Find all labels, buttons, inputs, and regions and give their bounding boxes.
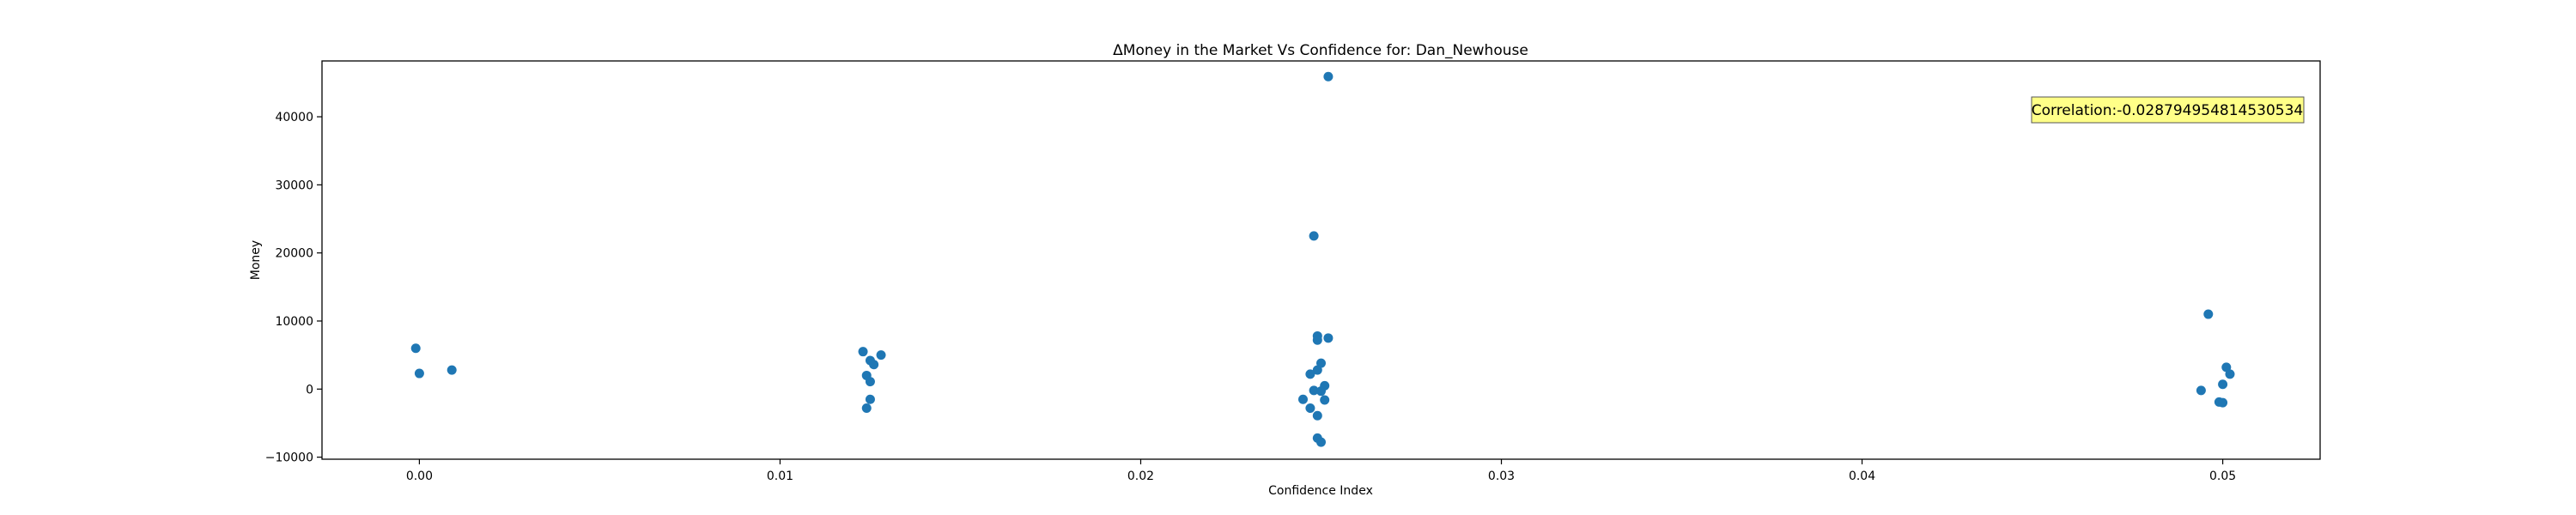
data-point	[1305, 369, 1315, 379]
x-tick-label: 0.01	[767, 470, 793, 483]
y-axis-label: Money	[249, 240, 263, 280]
data-point	[1316, 386, 1326, 397]
data-point	[1323, 71, 1334, 82]
y-tick-label: −10000	[265, 451, 313, 465]
y-axis: −10000 0 10000 20000 30000 40000	[265, 111, 322, 465]
data-point	[1312, 335, 1322, 345]
data-point	[2218, 379, 2228, 390]
y-tick-label: 30000	[275, 179, 313, 192]
data-point	[1312, 410, 1322, 421]
data-point	[861, 403, 872, 414]
x-tick-label: 0.02	[1127, 470, 1154, 483]
data-point	[2196, 385, 2206, 396]
data-point	[1320, 395, 1330, 405]
data-point	[1316, 437, 1326, 447]
x-tick-label: 0.03	[1488, 470, 1515, 483]
correlation-box	[2031, 96, 2305, 124]
x-tick-label: 0.04	[1849, 470, 1875, 483]
y-tick-label: 40000	[275, 111, 313, 124]
data-point	[1305, 403, 1315, 414]
data-point	[876, 350, 886, 360]
y-tick-label: 20000	[275, 247, 313, 261]
data-point	[1323, 333, 1334, 343]
y-tick-label: 0	[306, 383, 313, 397]
y-tick-label: 10000	[275, 315, 313, 329]
x-axis: 0.00 0.01 0.02 0.03 0.04 0.05	[406, 459, 2236, 483]
data-point	[2225, 369, 2235, 379]
plot-frame	[321, 60, 2321, 460]
correlation-annotation: Correlation:-0.028794954814530534	[2031, 96, 2305, 124]
x-tick-label: 0.05	[2209, 470, 2236, 483]
data-point	[447, 365, 457, 375]
data-point	[1312, 365, 1322, 375]
data-point	[2218, 397, 2228, 408]
data-point	[1297, 394, 1308, 404]
chart-title: ΔMoney in the Market Vs Confidence for: …	[1113, 42, 1528, 59]
data-point	[414, 368, 424, 379]
data-point	[865, 394, 875, 404]
data-point	[410, 343, 421, 354]
data-point	[869, 360, 879, 370]
data-point	[865, 377, 875, 387]
data-point	[1309, 231, 1319, 241]
correlation-text: Correlation:-0.028794954814530534	[2032, 102, 2304, 119]
data-point	[2203, 309, 2214, 319]
data-points	[410, 71, 2235, 447]
x-axis-label: Confidence Index	[1268, 484, 1373, 498]
data-point	[858, 347, 868, 357]
data-point	[1309, 385, 1319, 396]
x-tick-label: 0.00	[406, 470, 433, 483]
